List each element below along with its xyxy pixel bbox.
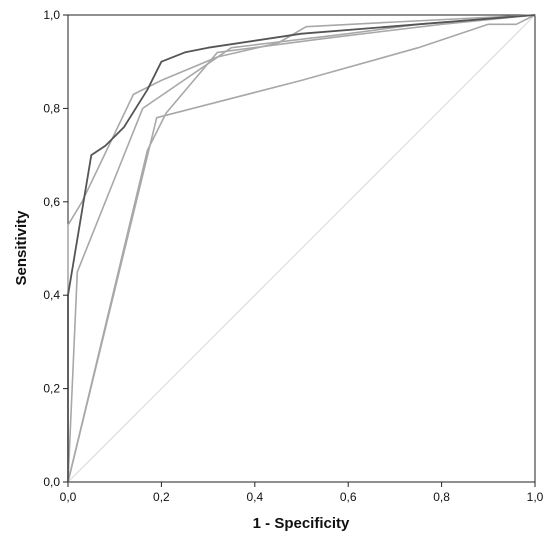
x-tick-label: 0,8	[433, 490, 450, 504]
roc-curve-4	[67, 14, 536, 483]
y-tick-layer: 0,0 0,2 0,4 0,6 0,8 1,0	[43, 8, 68, 489]
x-tick-label: 0,2	[153, 490, 170, 504]
x-tick-label: 1,0	[527, 490, 544, 504]
x-tick-layer: 0,0 0,2 0,4 0,6 0,8 1,0	[60, 482, 544, 504]
x-tick-label: 0,0	[60, 490, 77, 504]
y-tick-label: 0,4	[43, 288, 60, 302]
roc-curve-1	[67, 14, 536, 482]
x-tick-label: 0,4	[246, 490, 263, 504]
x-tick-label: 0,6	[340, 490, 357, 504]
x-axis-label: 1 - Specificity	[253, 515, 350, 532]
y-tick-label: 0,6	[43, 195, 60, 209]
roc-curve-2	[67, 14, 536, 482]
y-axis-label: Sensitivity	[13, 210, 30, 286]
reference-diagonal-line	[67, 14, 536, 483]
roc-curve-5	[67, 14, 536, 483]
reference-layer	[67, 14, 536, 483]
series-layer	[67, 14, 536, 483]
y-tick-label: 0,8	[43, 101, 60, 115]
y-tick-label: 1,0	[43, 8, 60, 22]
y-tick-label: 0,2	[43, 382, 60, 396]
y-tick-label: 0,0	[43, 475, 60, 489]
